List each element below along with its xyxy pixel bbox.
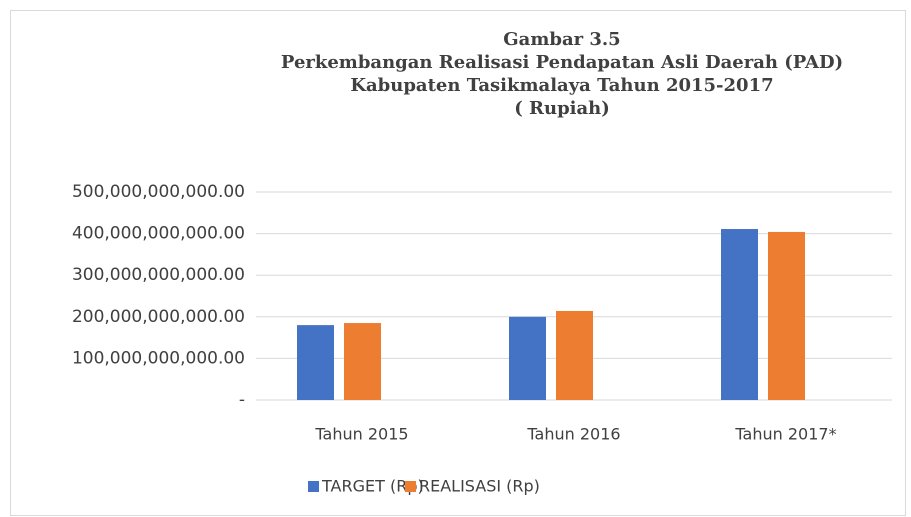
y-tick-label: -: [239, 390, 245, 410]
bar: [768, 231, 805, 400]
x-tick-label: Tahun 2017*: [734, 425, 836, 444]
y-tick-label: 500,000,000,000.00: [72, 182, 245, 202]
legend-swatch: [405, 481, 416, 492]
chart-title: Perkembangan Realisasi Pendapatan Asli D…: [281, 52, 843, 73]
y-tick-label: 400,000,000,000.00: [72, 224, 245, 244]
y-tick-label: 200,000,000,000.00: [72, 307, 245, 327]
bar: [556, 310, 593, 400]
bar: [344, 323, 381, 400]
legend-swatch: [308, 481, 319, 492]
legend-label: REALISASI (Rp): [419, 477, 540, 496]
chart-title: ( Rupiah): [514, 98, 610, 119]
x-tick-label: Tahun 2016: [526, 425, 620, 444]
chart-title: Gambar 3.5: [503, 29, 620, 50]
bar: [509, 316, 546, 400]
y-tick-label: 100,000,000,000.00: [72, 348, 245, 368]
y-tick-label: 300,000,000,000.00: [72, 265, 245, 285]
bar: [721, 229, 758, 400]
bar: [297, 325, 334, 400]
legend-label: TARGET (Rp): [321, 477, 424, 496]
x-tick-label: Tahun 2015: [314, 425, 408, 444]
chart-title: Kabupaten Tasikmalaya Tahun 2015-2017: [350, 75, 773, 96]
